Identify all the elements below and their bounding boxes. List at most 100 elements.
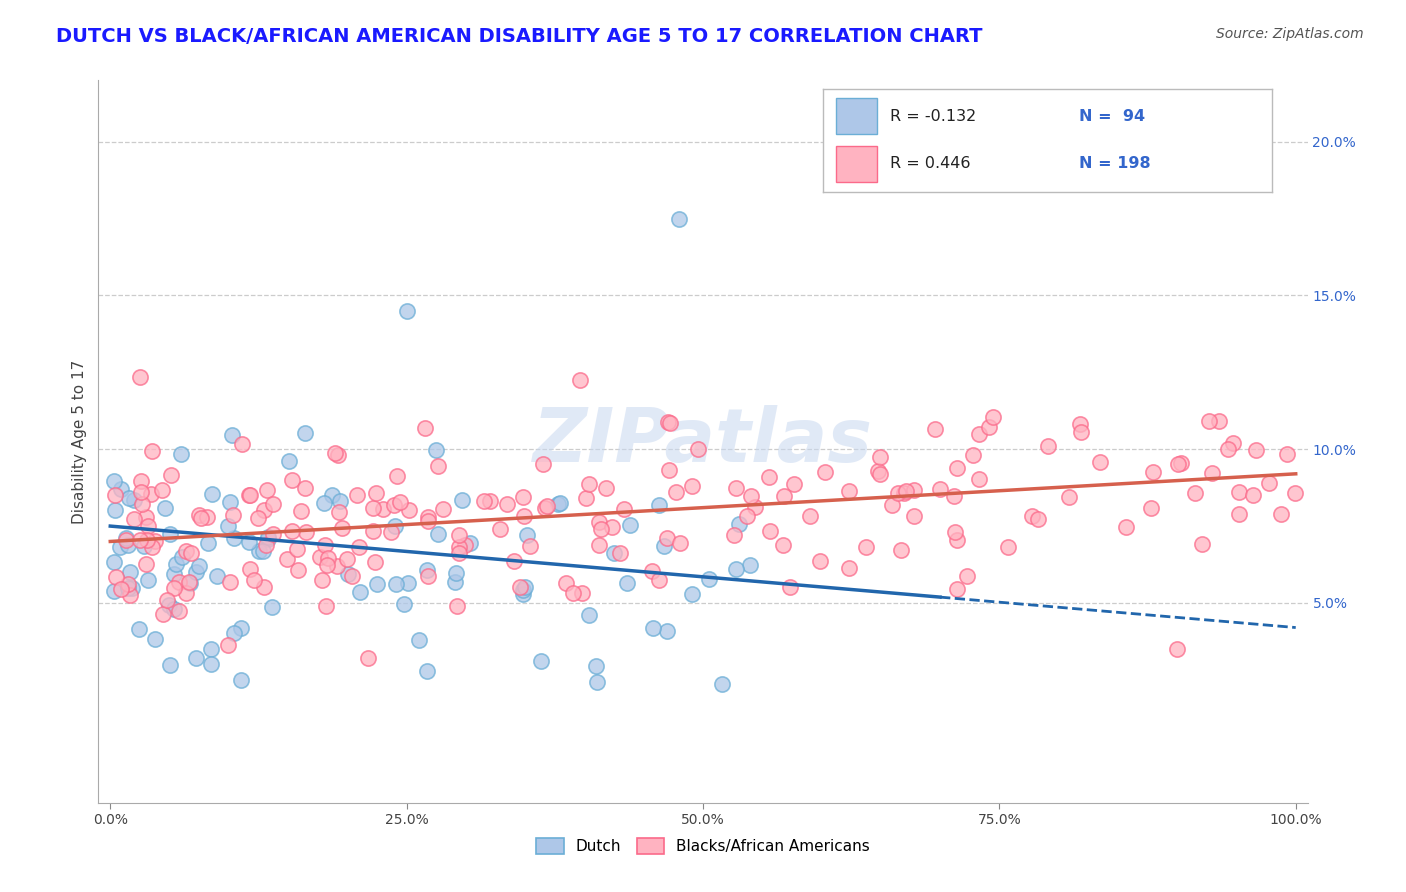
Point [547, 497, 569, 511]
Point [882, 498, 904, 512]
Point [128, 622, 150, 636]
Point [451, 492, 474, 507]
Point [446, 599, 468, 613]
Point [657, 624, 679, 639]
Point [578, 607, 600, 622]
Point [190, 511, 212, 525]
Point [136, 573, 159, 587]
Point [585, 674, 607, 689]
Point [588, 516, 610, 530]
Point [104, 503, 127, 517]
Point [135, 509, 157, 524]
Point [416, 564, 439, 578]
Point [398, 502, 420, 516]
Point [648, 573, 671, 587]
Point [257, 530, 280, 544]
Point [163, 581, 186, 595]
Point [1208, 414, 1230, 428]
Point [512, 582, 534, 597]
Point [180, 546, 202, 560]
Point [413, 421, 436, 435]
Point [513, 509, 536, 524]
Point [600, 520, 623, 534]
Point [569, 373, 592, 387]
Point [200, 642, 222, 657]
Point [426, 527, 449, 541]
Point [447, 541, 470, 555]
Point [281, 524, 304, 539]
Point [779, 580, 801, 594]
Point [571, 586, 593, 600]
Point [281, 473, 304, 487]
Y-axis label: Disability Age 5 to 17: Disability Age 5 to 17 [72, 359, 87, 524]
Point [668, 536, 690, 550]
Point [224, 531, 246, 545]
Point [364, 486, 387, 500]
Point [287, 563, 309, 577]
Point [328, 505, 350, 519]
Point [772, 538, 794, 552]
Point [252, 544, 274, 558]
Point [129, 533, 152, 547]
Point [869, 467, 891, 482]
Point [408, 632, 430, 647]
Point [773, 489, 796, 503]
Point [132, 539, 155, 553]
Point [652, 539, 675, 553]
Point [613, 502, 636, 516]
Point [139, 487, 162, 501]
Point [156, 593, 179, 607]
Point [239, 488, 262, 502]
Point [118, 491, 141, 505]
Point [141, 541, 163, 555]
Point [609, 546, 631, 560]
Point [1244, 443, 1267, 458]
Point [1201, 467, 1223, 481]
Point [179, 575, 201, 590]
Point [262, 497, 284, 511]
Point [152, 607, 174, 621]
Point [110, 482, 132, 496]
Point [231, 437, 253, 451]
Point [658, 463, 681, 477]
Point [758, 469, 780, 483]
Point [665, 484, 688, 499]
Point [184, 651, 207, 665]
Point [1184, 486, 1206, 500]
Point [896, 483, 918, 498]
Point [361, 524, 384, 538]
Point [290, 503, 312, 517]
Point [681, 479, 703, 493]
Text: N = 198: N = 198 [1078, 155, 1150, 170]
Point [159, 658, 181, 673]
Point [533, 500, 555, 515]
Point [104, 487, 127, 501]
Point [159, 527, 181, 541]
Point [150, 483, 173, 497]
Point [659, 416, 682, 430]
Point [110, 582, 132, 596]
Point [361, 500, 384, 515]
Point [314, 496, 336, 510]
Point [740, 489, 762, 503]
Point [1191, 536, 1213, 550]
Point [117, 577, 139, 591]
Point [1227, 507, 1250, 521]
Point [187, 508, 209, 523]
Point [619, 517, 641, 532]
Point [447, 528, 470, 542]
Point [121, 581, 143, 595]
Point [217, 639, 239, 653]
Point [1059, 490, 1081, 504]
Point [924, 422, 946, 436]
Point [512, 490, 534, 504]
Point [416, 664, 439, 678]
Point [657, 415, 679, 429]
Point [217, 519, 239, 533]
Point [231, 673, 253, 687]
Point [641, 621, 664, 635]
Point [114, 531, 136, 545]
Point [744, 500, 766, 515]
Point [1038, 439, 1060, 453]
Point [163, 602, 186, 616]
